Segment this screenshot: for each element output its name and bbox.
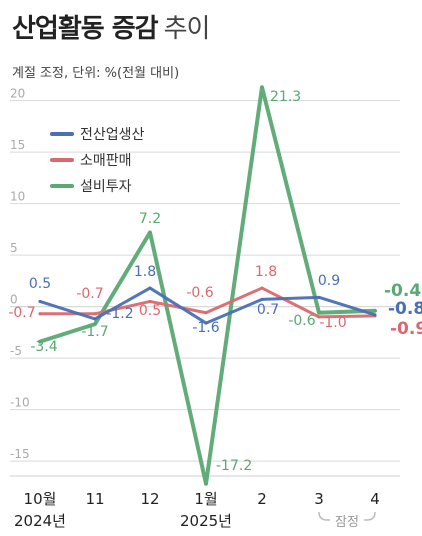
- y-tick-label: 0: [10, 293, 18, 307]
- data-label: -1.0: [319, 315, 346, 331]
- data-point: [38, 312, 42, 316]
- data-point: [93, 312, 97, 316]
- chart-subtitle: 계절 조정, 단위: %(전월 대비): [12, 66, 180, 81]
- x-tick-label: 2: [257, 490, 267, 508]
- data-point: [204, 311, 208, 315]
- data-label: 1.8: [255, 264, 277, 280]
- data-point: [317, 315, 321, 319]
- data-point: [148, 230, 152, 234]
- legend-label: 설비투자: [80, 179, 132, 195]
- y-tick-label: 15: [10, 138, 25, 152]
- title-main: 산업활동 증감: [12, 14, 159, 44]
- data-label: -17.2: [216, 458, 252, 474]
- data-label: -0.6: [288, 313, 315, 329]
- data-point: [260, 286, 264, 290]
- x-tick-label: 3: [314, 490, 324, 508]
- data-label: -0.6: [186, 285, 213, 301]
- y-tick-label: -15: [10, 447, 30, 461]
- data-point: [93, 317, 97, 321]
- data-point: [38, 340, 42, 344]
- data-point: [93, 322, 97, 326]
- data-label: 21.3: [270, 89, 301, 105]
- x-tick-label: 11: [85, 490, 104, 508]
- data-label: -0.9: [390, 319, 422, 339]
- y-tick-label: 10: [10, 190, 25, 204]
- legend-label: 전산업생산: [80, 127, 145, 143]
- year-label: 2024년: [14, 512, 66, 530]
- chart-title: 산업활동 증감 추이: [12, 8, 211, 45]
- y-tick-label: -10: [10, 396, 30, 410]
- data-label: -1.2: [106, 306, 133, 322]
- data-label: -0.4: [384, 281, 421, 301]
- data-point: [260, 85, 264, 89]
- data-label: -0.7: [76, 286, 103, 302]
- y-tick-label: -5: [10, 344, 22, 358]
- data-label: 1.8: [134, 264, 156, 280]
- year-label: 2025년: [180, 512, 232, 530]
- data-point: [260, 297, 264, 301]
- y-tick-label: 5: [10, 241, 18, 255]
- data-point: [373, 309, 377, 313]
- data-label: 0.7: [257, 302, 279, 318]
- preliminary-label-bg: [330, 513, 364, 529]
- y-tick-label: 20: [10, 87, 25, 101]
- data-point: [38, 299, 42, 303]
- preliminary-label: 잠정: [335, 515, 359, 530]
- data-point: [317, 295, 321, 299]
- data-label: 0.9: [318, 273, 340, 289]
- data-label: -0.7: [8, 305, 35, 321]
- data-label: 0.5: [29, 276, 51, 292]
- x-tick-label: 12: [140, 490, 159, 508]
- x-tick-label: 10월: [24, 490, 57, 508]
- legend-label: 소매판매: [80, 153, 132, 169]
- x-tick-label: 4: [370, 490, 380, 508]
- data-label: -0.8: [388, 299, 422, 319]
- data-label: -1.6: [192, 320, 219, 336]
- title-suffix: 추이: [163, 14, 211, 44]
- data-point: [148, 286, 152, 290]
- data-point: [204, 482, 208, 486]
- data-label: -3.4: [30, 339, 57, 355]
- data-label: 7.2: [139, 211, 161, 227]
- x-tick-label: 1월: [194, 490, 217, 508]
- data-label: 0.5: [139, 303, 161, 319]
- data-label: -1.7: [81, 324, 108, 340]
- data-point: [317, 311, 321, 315]
- data-point: [148, 299, 152, 303]
- data-point: [373, 313, 377, 317]
- data-point: [204, 321, 208, 325]
